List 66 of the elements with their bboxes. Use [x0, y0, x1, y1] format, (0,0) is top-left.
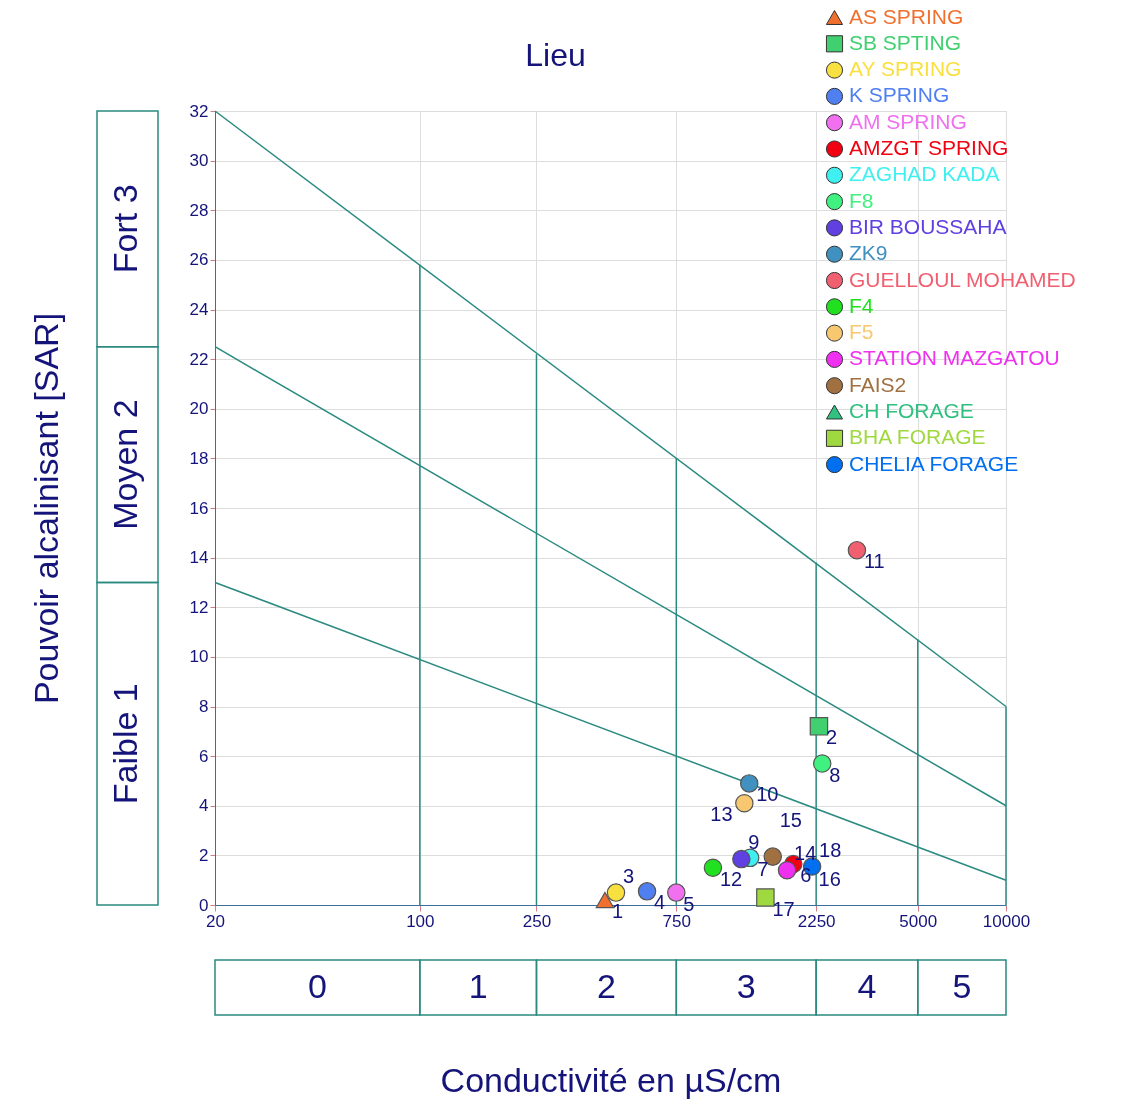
- legend-label: CH FORAGE: [849, 399, 974, 422]
- legend-label: SB SPTING: [849, 30, 962, 54]
- legend-label: F8: [849, 188, 874, 212]
- annotation: 11: [863, 550, 885, 573]
- y-tick-label: 28: [189, 200, 209, 220]
- text: Faible 1: [106, 683, 144, 805]
- legend-label: AS SPRING: [849, 4, 964, 28]
- legend-label: BHA FORAGE: [849, 425, 986, 449]
- annotation: 10: [756, 783, 779, 806]
- y-tick-label: 2: [199, 845, 209, 865]
- text: 1: [468, 967, 488, 1005]
- legend-label: F4: [849, 293, 874, 317]
- y-tick-label: 10: [189, 647, 209, 667]
- text: 4: [857, 967, 877, 1005]
- y-tick-label: 14: [189, 548, 209, 568]
- legend-label: F5: [849, 320, 874, 344]
- y-tick-label: 26: [189, 250, 209, 270]
- text: Fort 3: [106, 184, 144, 274]
- annotation: 15: [779, 808, 802, 831]
- legend-label: CHELIA FORAGE: [849, 451, 1019, 475]
- annotation: 16: [818, 867, 841, 890]
- legend-label: GUELLOUL MOHAMED: [849, 267, 1076, 291]
- annotation: 2: [825, 726, 838, 749]
- y-tick-label: 32: [189, 101, 209, 121]
- legend-label: AM SPRING: [849, 109, 967, 133]
- y-tick-label: 30: [189, 151, 209, 171]
- legend-label: ZAGHAD KADA: [849, 162, 1000, 186]
- x-tick-label: 750: [662, 911, 691, 931]
- y-tick-label: 22: [189, 349, 209, 369]
- y-tick-label: 0: [199, 895, 209, 915]
- annotation: 8: [829, 763, 841, 786]
- text: Moyen 2: [106, 399, 144, 530]
- y-tick-label: 16: [189, 498, 209, 518]
- text: 2: [596, 967, 616, 1005]
- annotation: 1: [611, 900, 624, 923]
- text: 3: [736, 967, 756, 1005]
- legend-label: FAIS2: [849, 372, 907, 396]
- y-tick-label: 4: [199, 796, 209, 816]
- y-tick-label: 18: [189, 448, 209, 468]
- x-tick-label: 10000: [982, 911, 1031, 931]
- legend-label: AY SPRING: [849, 57, 962, 81]
- text: 0: [307, 967, 327, 1005]
- chart-title: Lieu: [525, 37, 586, 73]
- x-tick-label: 250: [522, 911, 552, 931]
- annotation: 13: [710, 803, 733, 826]
- annotation: 3: [623, 864, 635, 887]
- legend-label: AMZGT SPRING: [849, 136, 1009, 159]
- x-tick-label: 2250: [797, 911, 836, 931]
- y-tick-label: 8: [199, 697, 209, 716]
- y-axis-title: Pouvoir alcalinisant [SAR]: [26, 312, 65, 705]
- legend-label: K SPRING: [849, 83, 950, 107]
- annotation: 18: [819, 838, 842, 861]
- text: 5: [952, 967, 972, 1005]
- y-tick-label: 20: [189, 399, 209, 419]
- legend-label: BIR BOUSSAHA: [849, 214, 1007, 238]
- y-tick-label: 24: [189, 300, 209, 319]
- y-tick-label: 6: [199, 746, 209, 766]
- x-tick-label: 100: [406, 911, 435, 931]
- annotation: 7: [757, 857, 769, 880]
- x-tick-label: 5000: [899, 911, 938, 931]
- annotation: 9: [748, 831, 760, 854]
- legend-label: ZK9: [849, 241, 888, 265]
- y-tick-label: 12: [189, 597, 209, 617]
- legend-label: STATION MAZGATOU: [849, 346, 1060, 370]
- x-axis-title: Conductivité en µS/cm: [440, 1060, 782, 1099]
- annotation: 12: [719, 867, 743, 890]
